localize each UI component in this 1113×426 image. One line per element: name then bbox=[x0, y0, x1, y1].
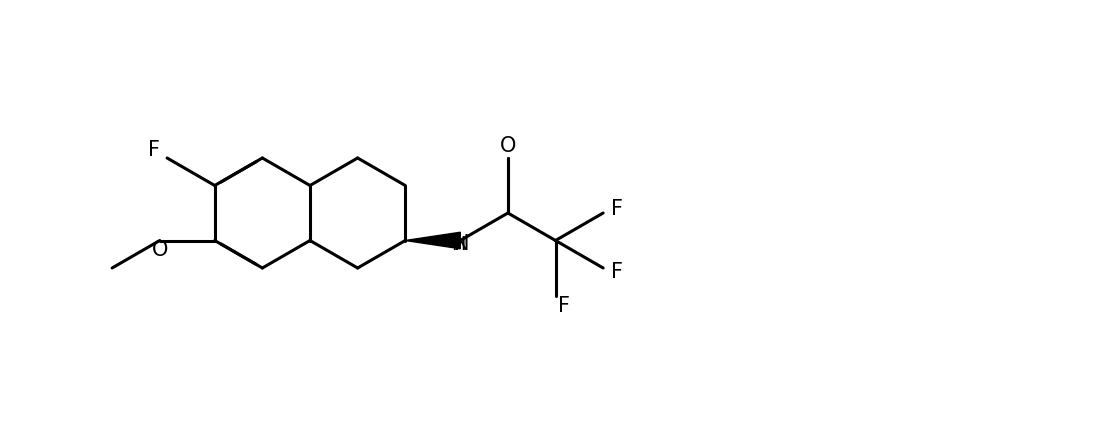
Text: F: F bbox=[558, 296, 570, 316]
Text: O: O bbox=[500, 136, 516, 156]
Text: F: F bbox=[148, 140, 160, 160]
Polygon shape bbox=[405, 232, 461, 249]
Text: N: N bbox=[453, 233, 469, 253]
Text: F: F bbox=[611, 199, 623, 219]
Text: F: F bbox=[611, 262, 623, 282]
Text: H: H bbox=[451, 236, 465, 254]
Text: O: O bbox=[151, 241, 168, 261]
